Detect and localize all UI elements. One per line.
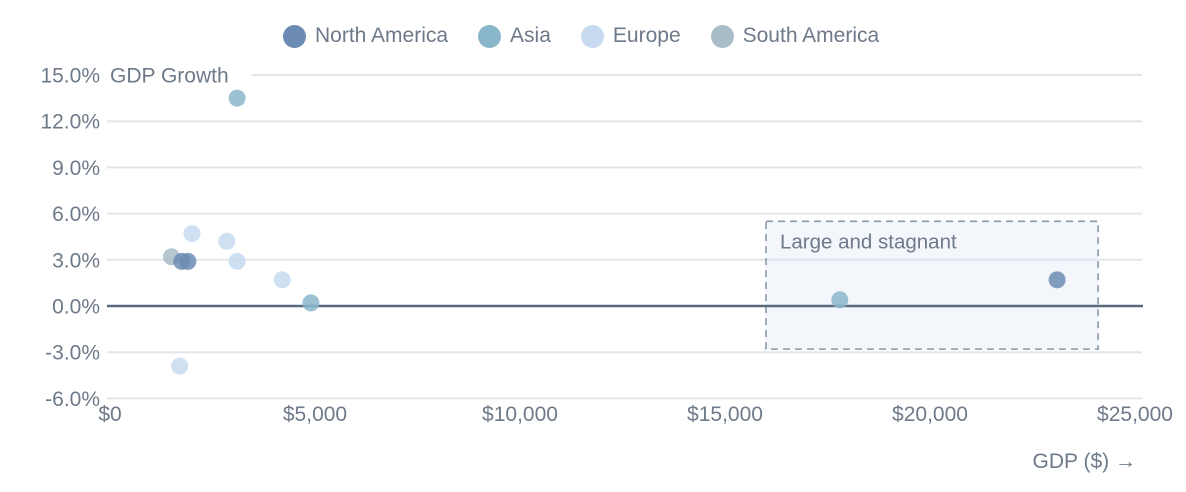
data-point-europe xyxy=(171,357,189,375)
x-tick-label: $10,000 xyxy=(482,403,558,426)
data-point-europe xyxy=(218,232,236,250)
y-tick-label: -3.0% xyxy=(45,342,100,365)
data-point-north-america xyxy=(1048,271,1066,289)
annotation-label: Large and stagnant xyxy=(780,230,957,253)
y-tick-label: 3.0% xyxy=(52,249,100,272)
legend-swatch-icon xyxy=(478,24,502,48)
legend-item-south-america: South America xyxy=(710,24,880,48)
legend-label: North America xyxy=(315,24,449,47)
x-axis-title: GDP ($) → xyxy=(1033,450,1136,473)
x-tick-label: $25,000 xyxy=(1097,403,1173,426)
legend-label: South America xyxy=(742,24,880,47)
legend: North America Asia Europe South America xyxy=(283,24,879,48)
y-tick-label: 15.0% xyxy=(40,65,100,88)
x-tick-label: $20,000 xyxy=(892,403,968,426)
data-point-europe xyxy=(228,252,246,270)
annotation-box xyxy=(765,220,1099,350)
y-tick-label: 9.0% xyxy=(52,157,100,180)
legend-label: Asia xyxy=(510,24,551,47)
legend-swatch-icon xyxy=(283,24,306,48)
data-point-europe xyxy=(183,225,201,243)
x-tick-label: $5,000 xyxy=(283,403,347,426)
legend-swatch-icon xyxy=(580,24,604,48)
legend-swatch-icon xyxy=(710,24,734,48)
legend-item-europe: Europe xyxy=(580,24,681,48)
chart-title: GDP Growth xyxy=(110,65,229,88)
x-tick-label: $15,000 xyxy=(687,403,763,426)
legend-label: Europe xyxy=(612,24,681,47)
legend-item-north-america: North America xyxy=(283,24,448,48)
data-point-asia xyxy=(831,291,849,309)
y-tick-label: 12.0% xyxy=(40,111,100,134)
data-point-asia xyxy=(302,294,320,312)
y-tick-label: 6.0% xyxy=(52,203,100,226)
legend-item-asia: Asia xyxy=(478,24,551,48)
data-point-north-america xyxy=(179,252,197,270)
y-tick-label: 0.0% xyxy=(52,296,100,319)
x-tick-label: $0 xyxy=(98,403,121,426)
data-point-asia xyxy=(228,89,246,107)
data-point-europe xyxy=(273,271,291,289)
y-tick-label: -6.0% xyxy=(45,388,100,411)
